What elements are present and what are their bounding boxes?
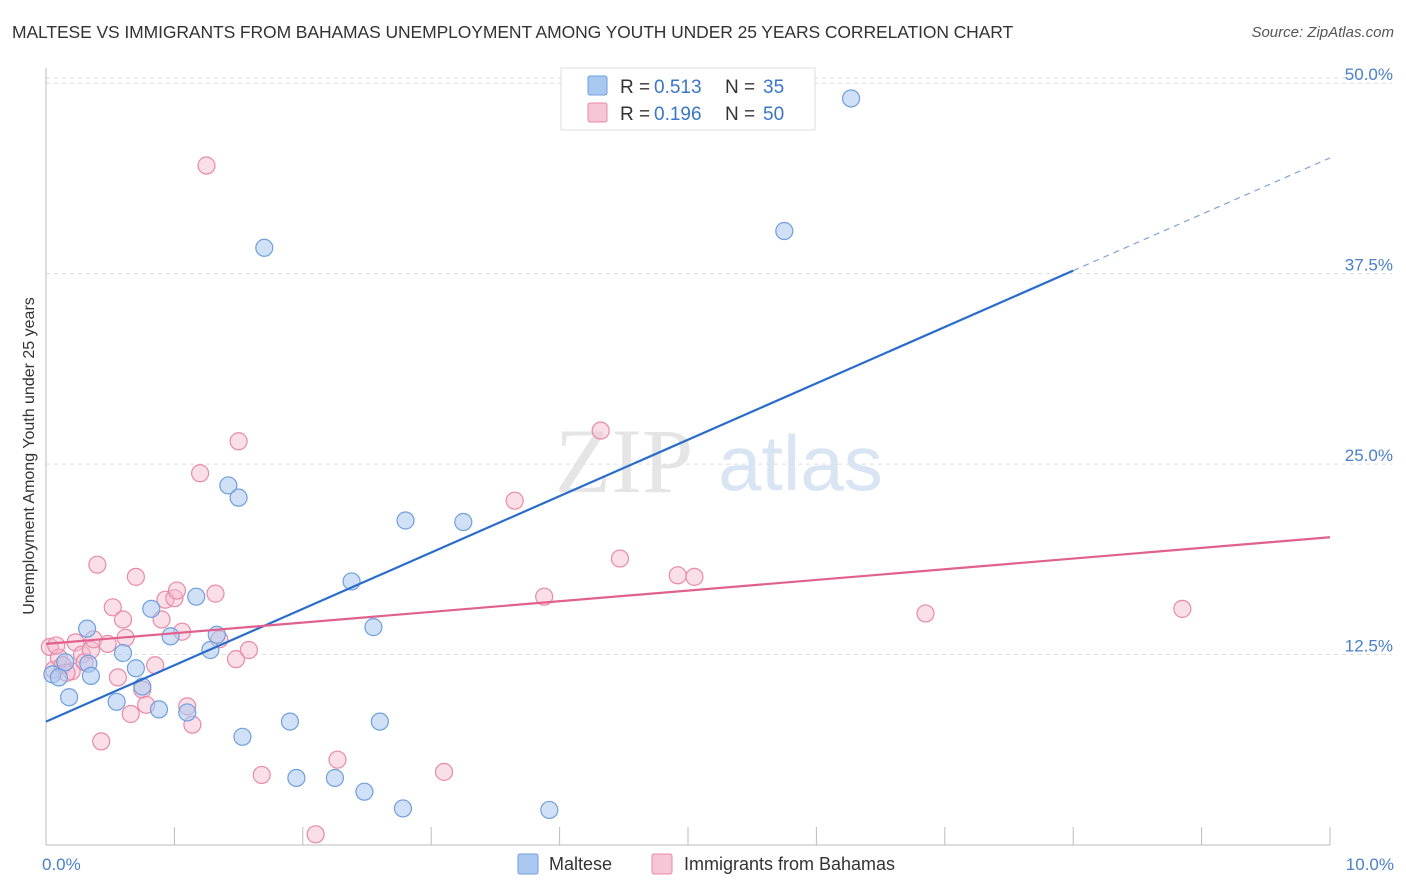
maltese-point [178,703,197,722]
bahamas-point [206,584,225,603]
legend-r-value-bahamas: 0.196 [654,104,702,125]
bahamas-point [92,732,111,751]
gridlines [46,77,1392,656]
maltese-point [229,488,248,507]
bahamas-point [113,610,133,629]
bahamas-point [591,421,610,440]
bahamas-point [88,555,107,574]
bahamas-point [226,650,246,669]
bahamas-point [668,566,687,585]
bahamas-point [103,598,122,617]
maltese-point [149,700,169,719]
maltese-point [355,782,374,801]
watermark-atlas: atlas [718,419,883,507]
maltese-point [775,221,794,241]
maltese-point [49,668,68,687]
maltese-point [396,511,415,530]
legend-r-label-maltese: R = [620,77,650,98]
maltese-point [60,688,79,707]
axes [45,68,1331,846]
bahamas-point [252,765,271,785]
y-tick-label: 37.5% [1345,256,1393,275]
maltese-point [233,727,252,746]
bottom-legend-swatch-maltese [517,853,539,875]
y-tick-label: 12.5% [1345,637,1393,656]
bahamas-point [167,581,187,600]
maltese-point [113,643,133,663]
maltese-point [161,627,180,646]
bahamas-point [535,587,554,606]
bahamas-point [121,704,140,724]
bahamas-point [505,491,524,510]
bahamas-point [434,762,454,781]
maltese-point [187,587,206,606]
y-tick-label: 50.0% [1345,65,1393,84]
maltese-point [219,476,238,495]
source-credit: Source: ZipAtlas.com [1251,24,1394,41]
maltese-point [142,599,161,618]
bahamas-point [239,640,258,660]
bahamas-point [685,567,704,586]
legend-swatch-maltese [587,75,608,96]
maltese-point [454,512,473,532]
bahamas-point [126,567,145,586]
maltese-point [325,768,344,788]
maltese-point [56,653,75,672]
y-axis-label: Unemployment Among Youth under 25 years [21,297,38,615]
stats-legend: R = 0.513 N = 35 R = 0.196 N = 50 [560,67,816,131]
maltese-point [81,666,101,685]
legend-r-label-bahamas: R = [620,104,650,125]
watermark-zip: ZIP [555,410,693,512]
trend-lines [45,157,1331,723]
legend-n-label-maltese: N = [725,77,755,98]
bahamas-point [197,156,216,175]
maltese-point [126,659,145,678]
bahamas-point [47,636,66,655]
legend-n-label-bahamas: N = [725,104,755,125]
maltese-point [133,677,152,696]
maltese-point [540,800,559,820]
bahamas-point [916,604,935,623]
bahamas-point [108,668,128,687]
maltese-point [280,712,300,731]
legend-n-value-bahamas: 50 [763,104,784,125]
maltese-trend-extension [1072,157,1331,272]
bahamas-point [306,825,325,844]
watermark: ZIP atlas [555,410,883,512]
bahamas-point [610,549,630,568]
bahamas-point [328,750,347,769]
bahamas-point [1173,599,1192,618]
y-tick-labels: 12.5% 25.0% 37.5% 50.0% [1345,65,1393,655]
legend-n-value-maltese: 35 [763,77,784,98]
legend-swatch-bahamas [587,102,608,123]
legend-r-value-maltese: 0.513 [654,77,702,98]
bottom-legend-label-bahamas: Immigrants from Bahamas [684,854,895,874]
maltese-point [255,238,274,257]
bahamas-point [190,464,210,483]
x-tick-labels: 0.0% 10.0% [42,855,1394,874]
bottom-legend-swatch-bahamas [651,853,673,875]
bottom-legend-label-maltese: Maltese [549,854,612,874]
maltese-point [287,768,306,788]
series-legend: Maltese Immigrants from Bahamas [517,853,895,875]
y-tick-label: 25.0% [1345,446,1393,465]
maltese-point [841,89,861,108]
series-maltese-points [43,89,861,820]
bahamas-trend-line [45,536,1331,645]
maltese-point [393,799,413,818]
x-tick-label: 10.0% [1346,855,1394,874]
x-tick-label: 0.0% [42,855,81,874]
chart-title: MALTESE VS IMMIGRANTS FROM BAHAMAS UNEMP… [12,22,1014,42]
maltese-point [370,712,389,731]
maltese-point [77,619,97,638]
maltese-trend-line [45,269,1074,723]
maltese-point [107,692,126,711]
maltese-point [364,618,383,637]
bahamas-point [229,432,248,451]
